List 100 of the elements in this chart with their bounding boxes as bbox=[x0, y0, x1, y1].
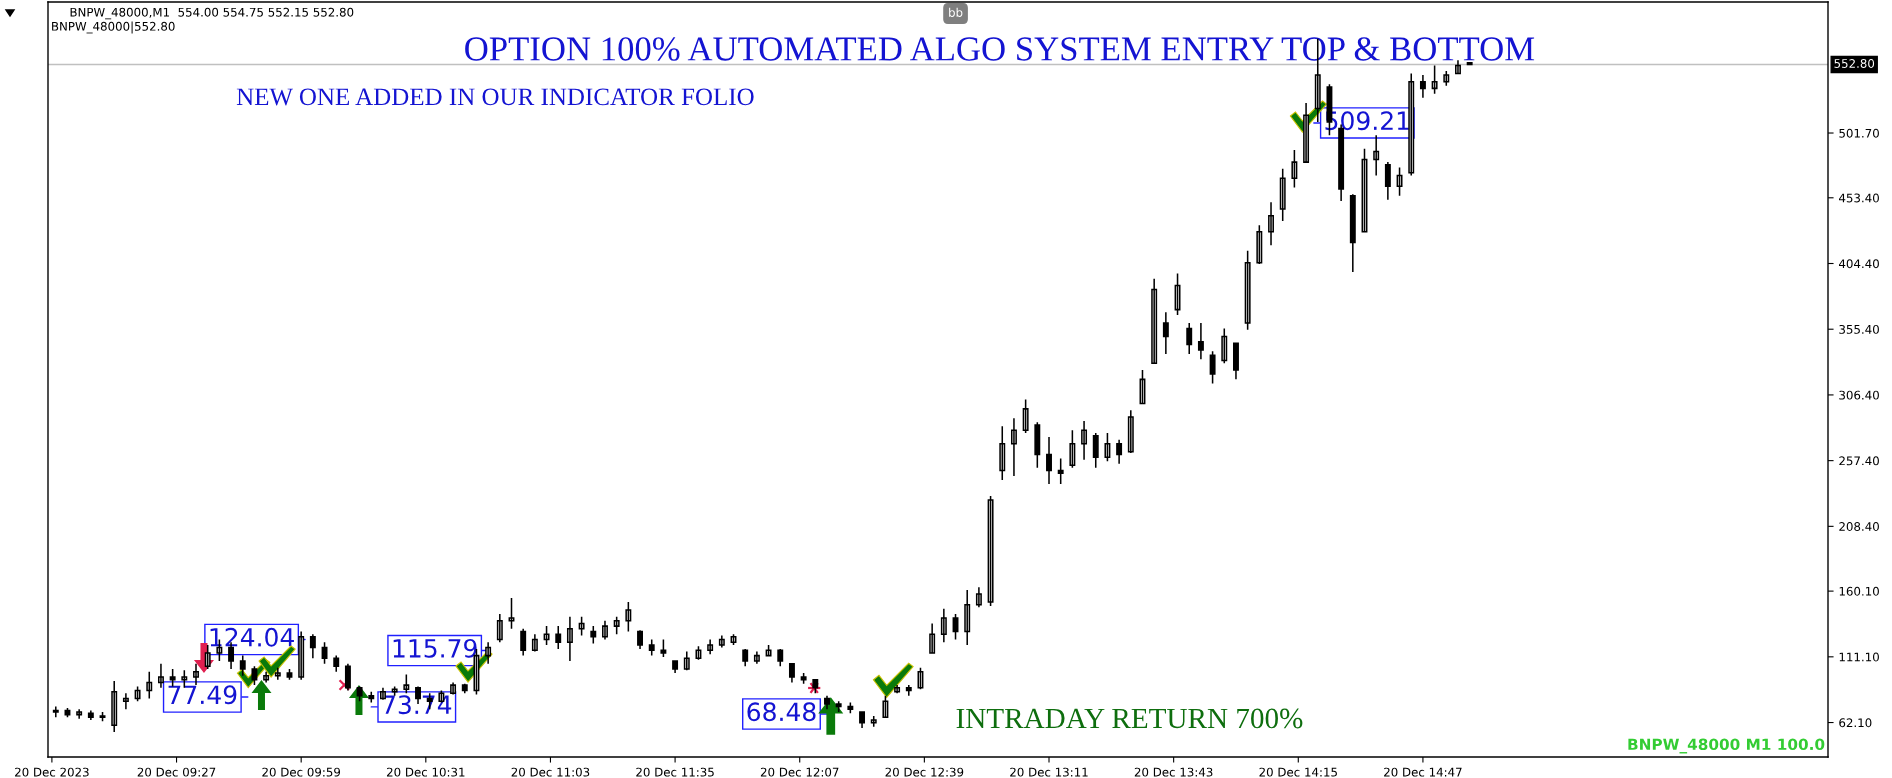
ref-line-label: 552.80 bbox=[1834, 58, 1875, 68]
candlestick bbox=[1256, 224, 1263, 265]
candlestick bbox=[1046, 436, 1052, 485]
candlestick bbox=[777, 648, 784, 668]
candlestick bbox=[964, 589, 971, 646]
candlestick bbox=[870, 715, 877, 728]
candlestick bbox=[403, 673, 410, 694]
candlestick bbox=[929, 622, 936, 654]
candlestick bbox=[263, 670, 270, 684]
candlestick bbox=[1349, 193, 1356, 273]
candlestick bbox=[193, 662, 199, 686]
candlestick bbox=[461, 683, 468, 694]
candlestick bbox=[707, 638, 714, 656]
candlestick bbox=[1384, 161, 1391, 201]
candlestick bbox=[1466, 61, 1473, 67]
x-tick-label: 20 Dec 09:59 bbox=[262, 767, 341, 777]
candlestick bbox=[450, 681, 457, 696]
x-tick-label: 20 Dec 09:27 bbox=[137, 767, 216, 777]
candlestick bbox=[1303, 102, 1310, 163]
candlestick bbox=[1127, 409, 1134, 454]
candlestick bbox=[52, 705, 59, 719]
candlestick bbox=[1186, 322, 1193, 355]
candlestick bbox=[1221, 327, 1228, 365]
candlestick bbox=[1116, 438, 1123, 465]
candlestick bbox=[975, 586, 982, 609]
candlestick bbox=[520, 628, 527, 657]
candlestick bbox=[999, 425, 1006, 481]
candlestick bbox=[1197, 322, 1204, 361]
y-tick-label: 257.40 bbox=[1839, 456, 1879, 466]
candlestick bbox=[1455, 59, 1461, 75]
candlestick bbox=[1232, 342, 1239, 381]
x-tick-label: 20 Dec 10:31 bbox=[386, 767, 465, 777]
candlestick bbox=[1396, 166, 1403, 197]
x-tick-label: 20 Dec 11:35 bbox=[636, 767, 714, 777]
candlestick bbox=[496, 613, 503, 643]
x-tick-label: 20 Dec 12:07 bbox=[760, 767, 839, 777]
candlestick bbox=[111, 680, 118, 733]
candlestick bbox=[1069, 429, 1076, 469]
candlestick bbox=[800, 672, 807, 685]
candlestick bbox=[99, 711, 106, 723]
candlestick bbox=[543, 625, 550, 646]
candlestick bbox=[590, 625, 597, 645]
candlestick bbox=[76, 708, 83, 720]
candlestick bbox=[122, 692, 129, 711]
candlestick bbox=[485, 641, 492, 665]
annotation: 77.49 bbox=[168, 685, 237, 705]
candlestick bbox=[134, 685, 141, 702]
candlestick bbox=[1431, 64, 1438, 95]
candlestick bbox=[648, 638, 655, 657]
candlestick bbox=[309, 633, 316, 660]
annotation: BNPW_48000,M1 554.00 554.75 552.15 552.80 bbox=[70, 7, 354, 20]
candlestick bbox=[391, 685, 398, 697]
candlestick bbox=[333, 654, 340, 673]
candlestick bbox=[835, 700, 842, 713]
y-tick-label: 62.10 bbox=[1839, 718, 1872, 728]
candlestick bbox=[286, 668, 293, 681]
candlestick bbox=[1373, 134, 1380, 177]
candlestick bbox=[753, 650, 760, 665]
candlestick bbox=[602, 619, 608, 641]
candlestick bbox=[1057, 457, 1064, 485]
candlestick bbox=[508, 597, 515, 630]
candlestick bbox=[368, 691, 375, 704]
candlestick bbox=[1092, 432, 1099, 469]
candlestick bbox=[555, 625, 562, 650]
candlestick bbox=[1244, 249, 1251, 331]
y-tick-label: 404.40 bbox=[1838, 259, 1879, 269]
candlestick bbox=[683, 650, 690, 672]
candlestick bbox=[321, 641, 328, 665]
y-tick-label: 306.40 bbox=[1839, 390, 1879, 400]
annotation: BNPW_48000|552.80 bbox=[52, 21, 175, 34]
candlestick bbox=[1081, 420, 1088, 461]
candlestick bbox=[894, 684, 901, 694]
candlestick bbox=[1443, 70, 1450, 87]
annotation: bb bbox=[949, 7, 963, 17]
candlestick bbox=[1162, 311, 1169, 355]
y-tick-label: 453.40 bbox=[1838, 193, 1879, 203]
candlestick bbox=[1279, 168, 1286, 222]
candlestick bbox=[765, 644, 772, 657]
x-tick-label: 20 Dec 13:11 bbox=[1010, 767, 1088, 777]
candlestick bbox=[940, 607, 947, 643]
candlestick bbox=[239, 654, 246, 677]
candlestick bbox=[788, 662, 795, 684]
annotation: INTRADAY RETURN 700% bbox=[956, 708, 1303, 729]
annotation: BNPW_48000 M1 100.0 bbox=[1628, 738, 1825, 754]
candlestick bbox=[824, 695, 830, 711]
candlestick bbox=[1022, 398, 1029, 434]
candlestick bbox=[251, 665, 258, 686]
candlestick bbox=[204, 644, 211, 670]
candlestick bbox=[625, 601, 632, 633]
x-tick-label: 20 Dec 14:47 bbox=[1384, 767, 1462, 777]
candlestick bbox=[344, 662, 351, 692]
candlestick bbox=[637, 629, 644, 650]
candlestick bbox=[531, 633, 538, 653]
candlestick bbox=[1151, 278, 1158, 365]
y-tick-label: 111.10 bbox=[1839, 652, 1879, 662]
y-tick-label: 501.70 bbox=[1839, 128, 1879, 138]
candlestick bbox=[718, 634, 725, 649]
candlestick bbox=[1174, 272, 1181, 316]
x-tick-label: 20 Dec 12:39 bbox=[885, 767, 964, 777]
annotation: 124.04 bbox=[210, 627, 294, 647]
